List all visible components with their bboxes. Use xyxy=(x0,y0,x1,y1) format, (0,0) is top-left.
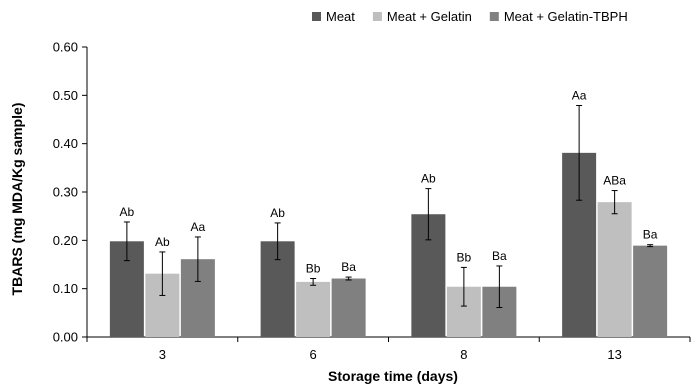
data-label: Ab xyxy=(155,235,170,249)
y-tick-label: 0.40 xyxy=(53,136,78,151)
y-tick-label: 0.30 xyxy=(53,185,78,200)
bar xyxy=(633,245,668,337)
legend-swatch xyxy=(489,12,499,21)
bars-group: Ab Ab Aa Ab Bb Ba Ab Bb Ba Aa ABa Ba xyxy=(109,88,668,337)
x-tick-label: 8 xyxy=(460,347,467,362)
data-label: ABa xyxy=(603,174,626,188)
data-label: Ab xyxy=(120,205,135,219)
data-label: Ba xyxy=(492,249,507,263)
data-label: Aa xyxy=(572,88,587,102)
x-axis: 3 6 8 13 xyxy=(86,336,691,362)
bar xyxy=(296,281,331,337)
y-tick-label: 0.20 xyxy=(53,233,78,248)
data-label: Ab xyxy=(270,206,285,220)
y-tick-label: 0.50 xyxy=(53,88,78,103)
y-tick-label: 0.00 xyxy=(53,330,78,345)
y-axis-title: TBARS (mg MDA/Kg sample) xyxy=(9,103,25,296)
legend-label: Meat + Gelatin xyxy=(387,9,472,24)
x-tick-label: 13 xyxy=(607,347,621,362)
legend-swatch xyxy=(312,12,321,21)
y-tick-label: 0.60 xyxy=(53,40,78,55)
bar xyxy=(597,202,632,337)
y-axis: 0.00 0.10 0.20 0.30 0.40 0.50 0.60 xyxy=(53,40,88,345)
data-label: Bb xyxy=(306,262,321,276)
legend-label: Meat + Gelatin-TBPH xyxy=(504,9,628,24)
data-label: Ba xyxy=(643,228,658,242)
bar xyxy=(331,278,366,337)
x-axis-title: Storage time (days) xyxy=(328,368,458,384)
data-label: Ba xyxy=(341,260,356,274)
legend: Meat Meat + Gelatin Meat + Gelatin-TBPH xyxy=(312,9,628,24)
x-tick-label: 6 xyxy=(310,347,317,362)
legend-label: Meat xyxy=(326,9,355,24)
data-label: Ab xyxy=(421,172,436,186)
legend-swatch xyxy=(372,12,382,21)
y-tick-label: 0.10 xyxy=(53,281,78,296)
x-tick-label: 3 xyxy=(159,347,166,362)
data-label: Bb xyxy=(457,250,472,264)
data-label: Aa xyxy=(191,220,206,234)
